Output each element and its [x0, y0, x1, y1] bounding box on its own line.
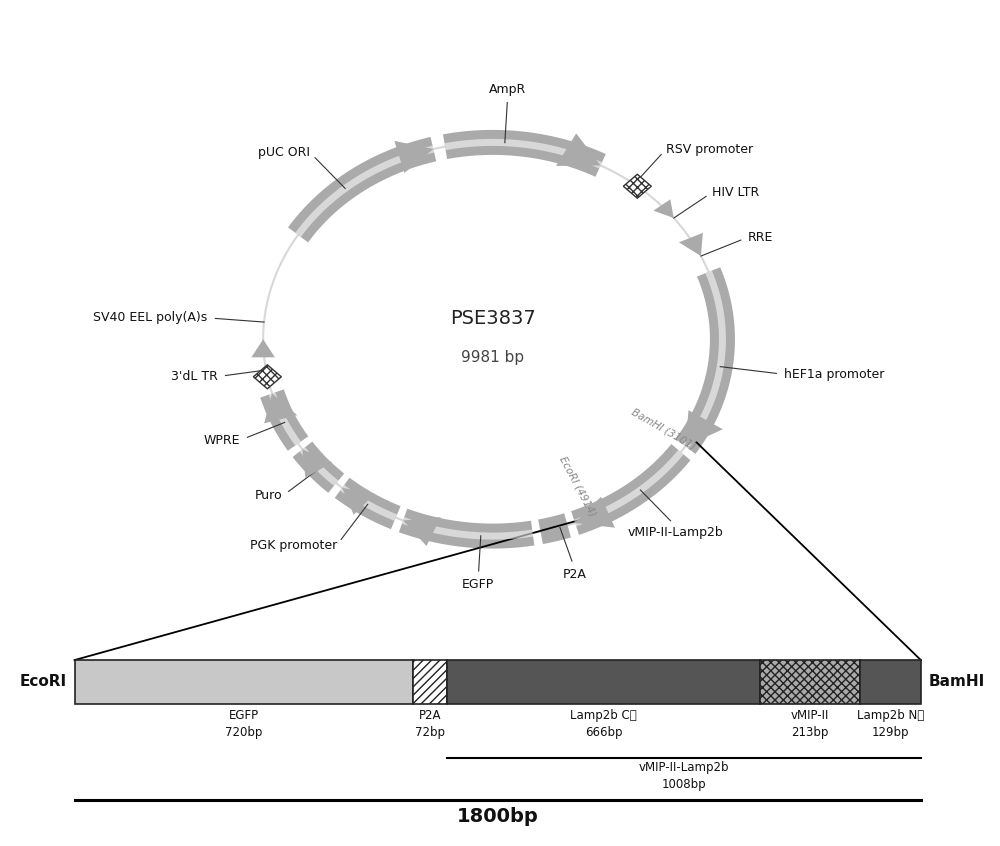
- Polygon shape: [685, 410, 723, 447]
- Text: EGFP
720bp: EGFP 720bp: [225, 709, 262, 739]
- Text: vMIP-II-Lamp2b: vMIP-II-Lamp2b: [628, 526, 723, 539]
- Text: pUC ORI: pUC ORI: [258, 146, 310, 159]
- Bar: [860, 660, 921, 704]
- Text: EcoRI: EcoRI: [20, 674, 67, 689]
- Polygon shape: [403, 517, 441, 546]
- Text: PSE3837: PSE3837: [450, 309, 536, 327]
- Polygon shape: [556, 134, 601, 166]
- Polygon shape: [623, 174, 651, 198]
- Polygon shape: [679, 233, 703, 256]
- Polygon shape: [302, 449, 332, 478]
- Text: Lamp2b C端
666bp: Lamp2b C端 666bp: [570, 709, 637, 739]
- Text: 9981 bp: 9981 bp: [461, 350, 524, 365]
- Text: Puro: Puro: [255, 489, 283, 503]
- Text: WPRE: WPRE: [204, 434, 240, 447]
- Bar: [447, 660, 760, 704]
- Text: EcoRI (4914): EcoRI (4914): [558, 454, 598, 518]
- Text: RRE: RRE: [748, 231, 773, 244]
- Polygon shape: [264, 393, 297, 423]
- Text: HIV LTR: HIV LTR: [712, 186, 760, 199]
- Polygon shape: [342, 488, 375, 514]
- Polygon shape: [251, 339, 275, 357]
- Polygon shape: [394, 141, 433, 173]
- Text: RSV promoter: RSV promoter: [666, 143, 753, 156]
- Polygon shape: [253, 365, 281, 389]
- Text: vMIP-II
213bp: vMIP-II 213bp: [791, 709, 829, 739]
- Text: 1800bp: 1800bp: [457, 807, 539, 827]
- Text: P2A: P2A: [562, 568, 586, 580]
- Text: EGFP: EGFP: [462, 578, 494, 591]
- Text: SV40 EEL poly(A)s: SV40 EEL poly(A)s: [93, 311, 208, 324]
- Text: P2A
72bp: P2A 72bp: [415, 709, 445, 739]
- Text: hEF1a promoter: hEF1a promoter: [784, 368, 884, 381]
- Bar: [75, 660, 413, 704]
- Bar: [760, 660, 860, 704]
- Polygon shape: [653, 200, 674, 218]
- Text: BamHI: BamHI: [929, 674, 985, 689]
- Text: 3'dL TR: 3'dL TR: [171, 370, 218, 383]
- Text: AmpR: AmpR: [489, 83, 526, 96]
- Text: BamHI (3101): BamHI (3101): [630, 407, 698, 452]
- Text: PGK promoter: PGK promoter: [250, 539, 337, 552]
- Text: Lamp2b N端
129bp: Lamp2b N端 129bp: [857, 709, 924, 739]
- Text: vMIP-II-Lamp2b
1008bp: vMIP-II-Lamp2b 1008bp: [639, 761, 729, 791]
- Bar: [413, 660, 447, 704]
- Polygon shape: [575, 497, 615, 528]
